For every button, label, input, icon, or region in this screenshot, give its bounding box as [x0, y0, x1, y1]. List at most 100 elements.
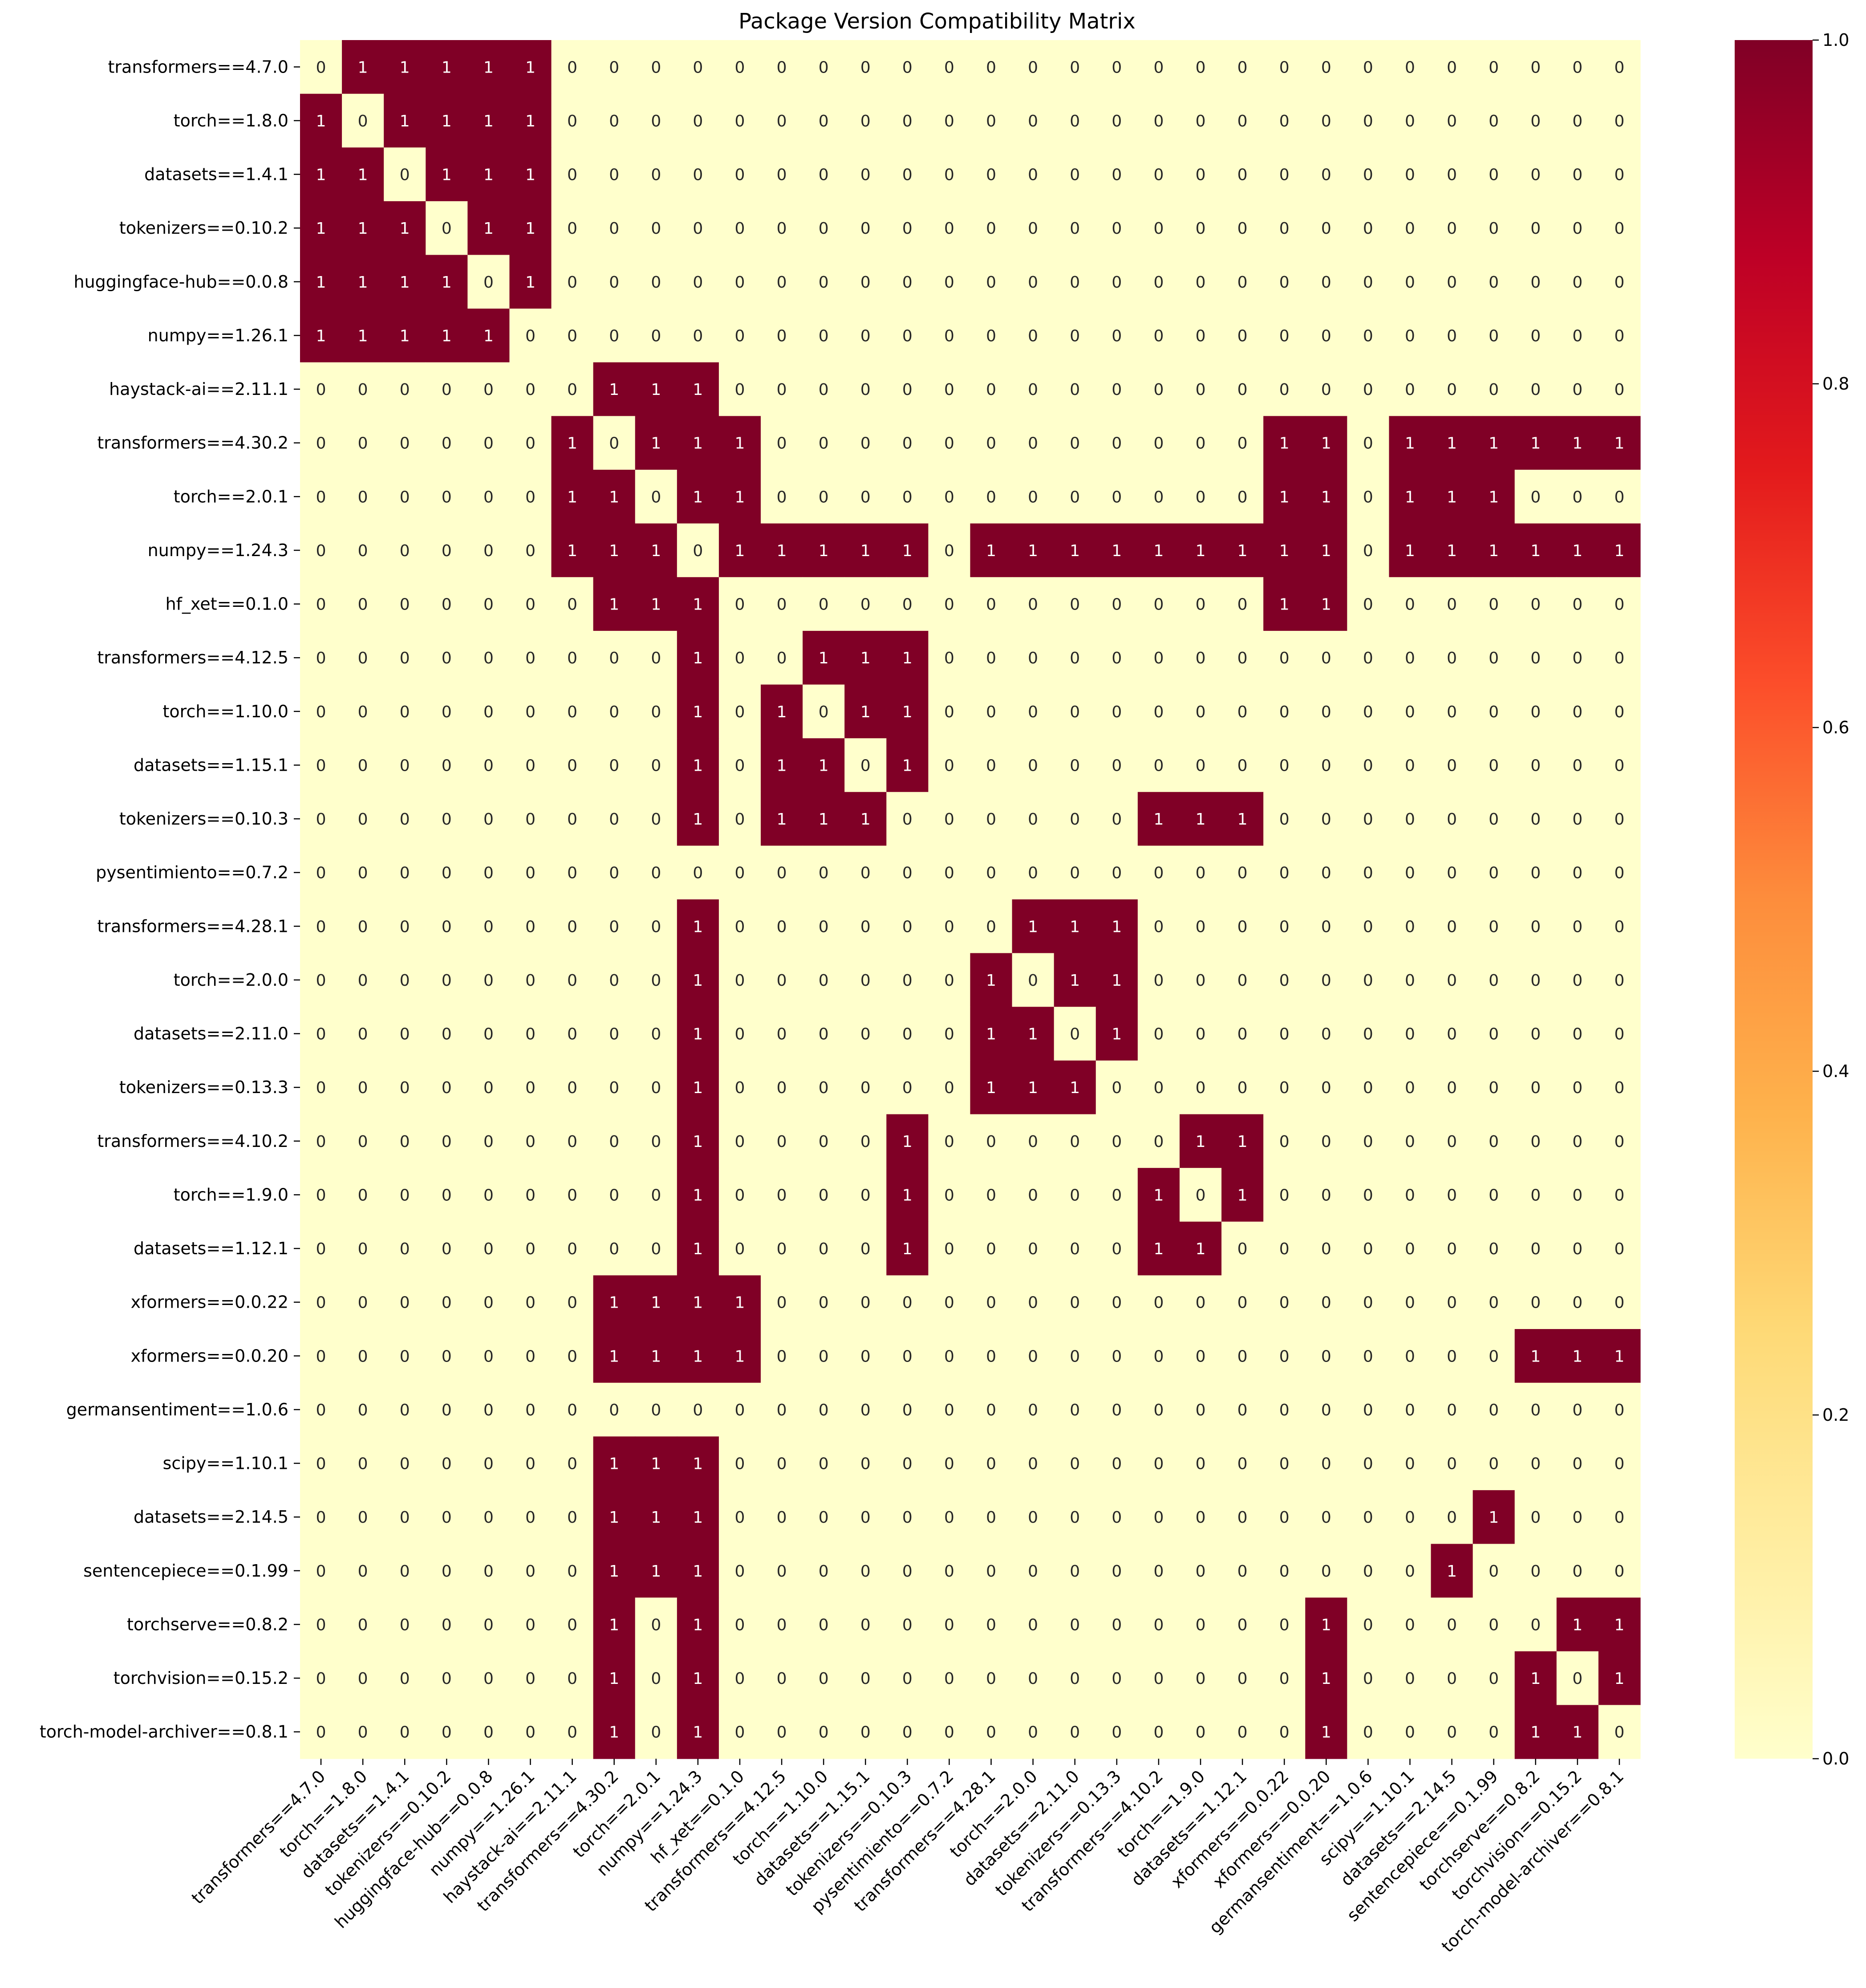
heatmap-cell	[1473, 1651, 1515, 1705]
cell-value: 1	[693, 488, 703, 506]
heatmap-cell	[761, 577, 803, 631]
cell-value: 0	[1447, 1616, 1457, 1634]
cell-value: 0	[1489, 1724, 1499, 1742]
heatmap-cell	[1431, 1168, 1473, 1222]
cell-value: 0	[735, 703, 745, 721]
cell-value: 0	[735, 918, 745, 936]
cell-value: 0	[1279, 220, 1290, 238]
heatmap-cell	[593, 1329, 636, 1383]
heatmap-cell	[593, 630, 636, 685]
cell-value: 0	[1237, 649, 1248, 667]
cell-value: 0	[1363, 542, 1373, 560]
y-tick-label: torchvision==0.15.2	[114, 1668, 288, 1688]
cell-value: 0	[567, 1562, 577, 1581]
heatmap-cell	[844, 201, 887, 256]
heatmap-cell	[1054, 577, 1096, 631]
cell-value: 1	[609, 488, 619, 506]
heatmap-cell	[1137, 1221, 1180, 1276]
heatmap-cell	[1263, 94, 1306, 148]
heatmap-cell	[1179, 738, 1222, 793]
heatmap-cell	[342, 899, 384, 954]
cell-value: 0	[1489, 58, 1499, 77]
heatmap-cell	[1054, 1329, 1096, 1383]
heatmap-cell	[593, 1221, 636, 1276]
heatmap-cell	[1598, 738, 1641, 793]
heatmap-cell	[718, 1705, 761, 1759]
cell-value: 0	[1237, 1294, 1248, 1312]
cell-value: 0	[1070, 1562, 1080, 1581]
cell-value: 0	[1405, 327, 1415, 345]
y-tick-label: datasets==1.4.1	[144, 165, 288, 184]
heatmap-cell	[593, 846, 636, 900]
heatmap-cell	[1221, 1329, 1264, 1383]
cell-value: 0	[1530, 1401, 1541, 1419]
cell-value: 0	[400, 1455, 410, 1473]
cell-value: 0	[1028, 488, 1038, 506]
cell-value: 0	[735, 1724, 745, 1742]
heatmap-cell	[509, 1060, 552, 1115]
heatmap-cell	[635, 147, 677, 202]
y-tick-label: xformers==0.0.20	[131, 1346, 288, 1366]
heatmap-cell	[1431, 255, 1473, 309]
heatmap-cell	[509, 1329, 552, 1383]
heatmap-cell	[761, 1490, 803, 1545]
cell-value: 0	[819, 864, 829, 882]
heatmap-cell	[761, 1382, 803, 1437]
cell-value: 0	[609, 1079, 619, 1097]
cell-value: 0	[567, 1079, 577, 1097]
cell-value: 0	[1572, 918, 1582, 936]
heatmap-cell	[970, 1490, 1013, 1545]
cell-value: 0	[400, 596, 410, 614]
cell-value: 0	[819, 1670, 829, 1688]
cell-value: 0	[1196, 703, 1206, 721]
heatmap-cell	[928, 1382, 971, 1437]
heatmap-cell	[635, 1221, 677, 1276]
heatmap-cell	[970, 1007, 1013, 1061]
heatmap-cell	[1556, 309, 1599, 363]
heatmap-cell	[1305, 362, 1347, 416]
cell-value: 0	[1530, 1508, 1541, 1527]
heatmap-cell	[803, 1436, 845, 1491]
cell-value: 0	[1614, 703, 1624, 721]
heatmap-cell	[1012, 147, 1055, 202]
heatmap-cell	[677, 738, 719, 793]
heatmap-cell	[551, 40, 594, 94]
heatmap-cell	[928, 630, 971, 685]
cell-value: 1	[1572, 1347, 1582, 1366]
heatmap-cell	[1598, 1007, 1641, 1061]
cell-value: 0	[944, 1401, 954, 1419]
heatmap-cell	[551, 362, 594, 416]
heatmap-cell	[1012, 1382, 1055, 1437]
heatmap-cell	[509, 255, 552, 309]
cell-value: 0	[316, 1079, 326, 1097]
cell-value: 0	[651, 1670, 661, 1688]
heatmap-cell	[1598, 1544, 1641, 1598]
heatmap-cell	[1221, 1651, 1264, 1705]
cell-value: 0	[902, 435, 913, 453]
heatmap-cell	[593, 577, 636, 631]
cell-value: 1	[358, 166, 368, 184]
heatmap-cell	[300, 738, 342, 793]
colorbar-gradient	[1735, 40, 1813, 1759]
heatmap-cell	[551, 1007, 594, 1061]
cell-value: 0	[442, 972, 452, 990]
cell-value: 0	[944, 542, 954, 560]
cell-value: 0	[1196, 381, 1206, 399]
cell-value: 0	[525, 435, 535, 453]
cell-value: 0	[777, 58, 787, 77]
heatmap-cell	[1598, 94, 1641, 148]
heatmap-cell	[1305, 94, 1347, 148]
heatmap-cell	[1137, 846, 1180, 900]
cell-value: 0	[986, 488, 996, 506]
heatmap-cell	[1263, 201, 1306, 256]
heatmap-cell	[928, 899, 971, 954]
heatmap-cell	[635, 684, 677, 739]
cell-value: 0	[1196, 1025, 1206, 1044]
cell-value: 0	[1153, 1616, 1164, 1634]
heatmap-cell	[1473, 470, 1515, 524]
cell-value: 1	[442, 112, 452, 130]
heatmap-cell	[1556, 1598, 1599, 1652]
heatmap-cell	[1054, 416, 1096, 470]
heatmap-cell	[677, 1436, 719, 1491]
cell-value: 0	[1614, 864, 1624, 882]
